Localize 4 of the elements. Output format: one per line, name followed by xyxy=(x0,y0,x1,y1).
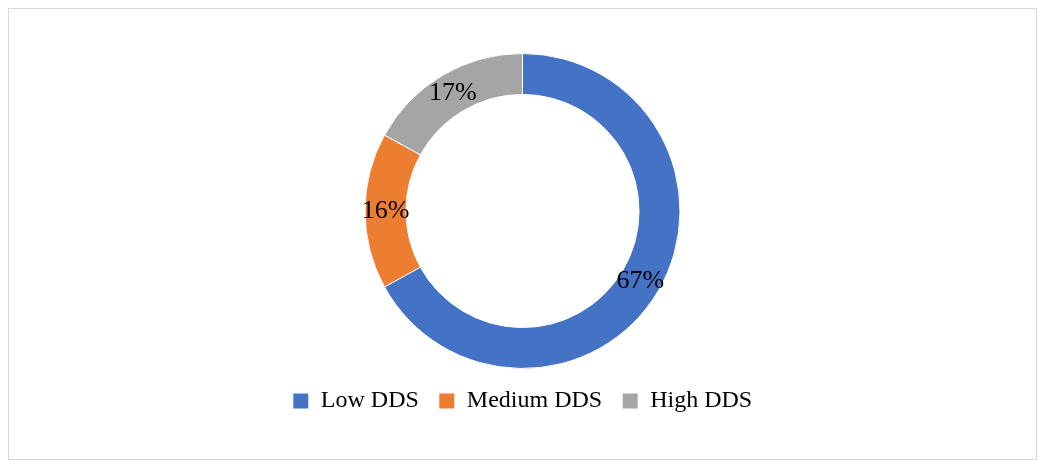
data-label: 17% xyxy=(428,76,477,106)
legend-label: Low DDS xyxy=(320,386,419,413)
legend-label: Medium DDS xyxy=(466,386,603,413)
legend-label: High DDS xyxy=(650,386,753,413)
